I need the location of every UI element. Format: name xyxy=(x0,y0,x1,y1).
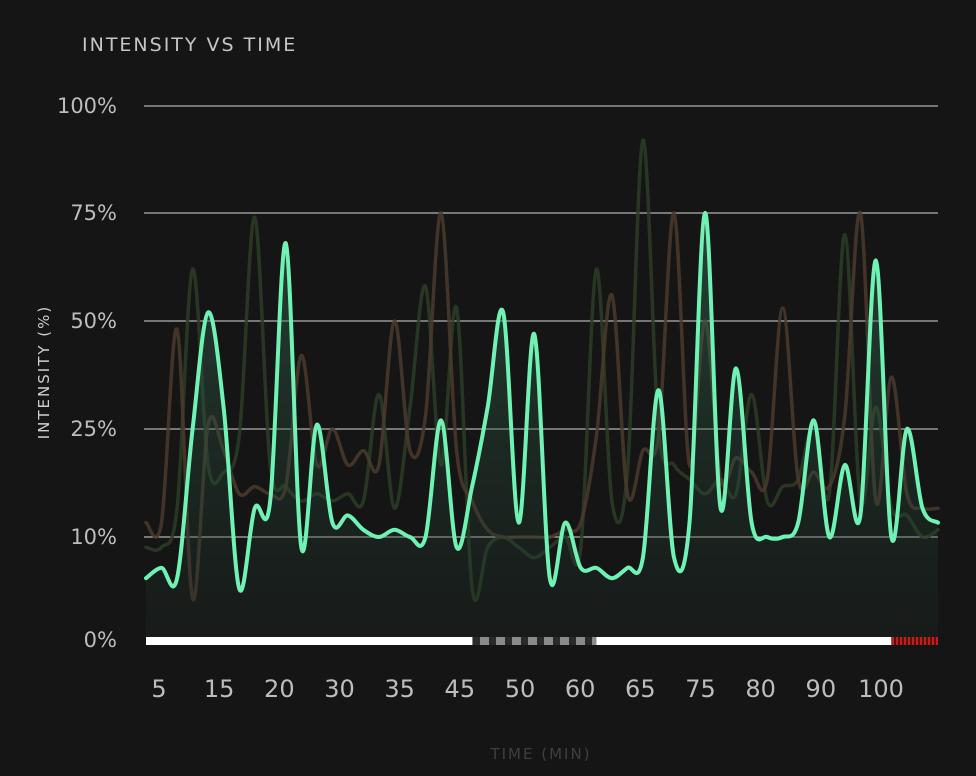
y-tick-label: 50% xyxy=(70,309,117,333)
chart-title: INTENSITY VS TIME xyxy=(82,34,298,56)
x-tick-label: 5 xyxy=(151,675,166,703)
progress-bar xyxy=(146,637,938,645)
y-tick-label: 100% xyxy=(57,94,117,118)
x-tick-label: 75 xyxy=(685,675,716,703)
x-tick-label: 80 xyxy=(745,675,776,703)
x-tick-label: 20 xyxy=(264,675,295,703)
progress-segment-solid xyxy=(596,637,892,645)
x-tick-label: 35 xyxy=(384,675,415,703)
x-tick-labels: 5 15 20 30 35 45 50 60 65 75 80 90 100 xyxy=(151,675,904,703)
x-tick-label: 65 xyxy=(625,675,656,703)
x-tick-label: 30 xyxy=(324,675,355,703)
y-tick-label: 75% xyxy=(70,201,117,225)
series-line-0 xyxy=(144,210,940,593)
series-layer xyxy=(144,138,940,640)
x-tick-label: 60 xyxy=(565,675,596,703)
x-tick-label: 15 xyxy=(204,675,235,703)
progress-segment-dashed xyxy=(472,637,597,645)
x-tick-label: 90 xyxy=(806,675,837,703)
y-tick-label: 25% xyxy=(70,417,117,441)
x-tick-label: 45 xyxy=(445,675,476,703)
progress-segment-hatched xyxy=(891,637,938,645)
x-tick-label: 100 xyxy=(858,675,904,703)
series-area-0 xyxy=(146,212,938,640)
y-tick-labels: 0% 10% 25% 50% 75% 100% xyxy=(57,94,117,652)
progress-segment-solid xyxy=(146,637,473,645)
x-tick-label: 50 xyxy=(505,675,536,703)
x-axis-label: TIME (MIN) xyxy=(490,745,592,763)
y-tick-label: 10% xyxy=(70,525,117,549)
y-tick-label: 0% xyxy=(84,628,117,652)
